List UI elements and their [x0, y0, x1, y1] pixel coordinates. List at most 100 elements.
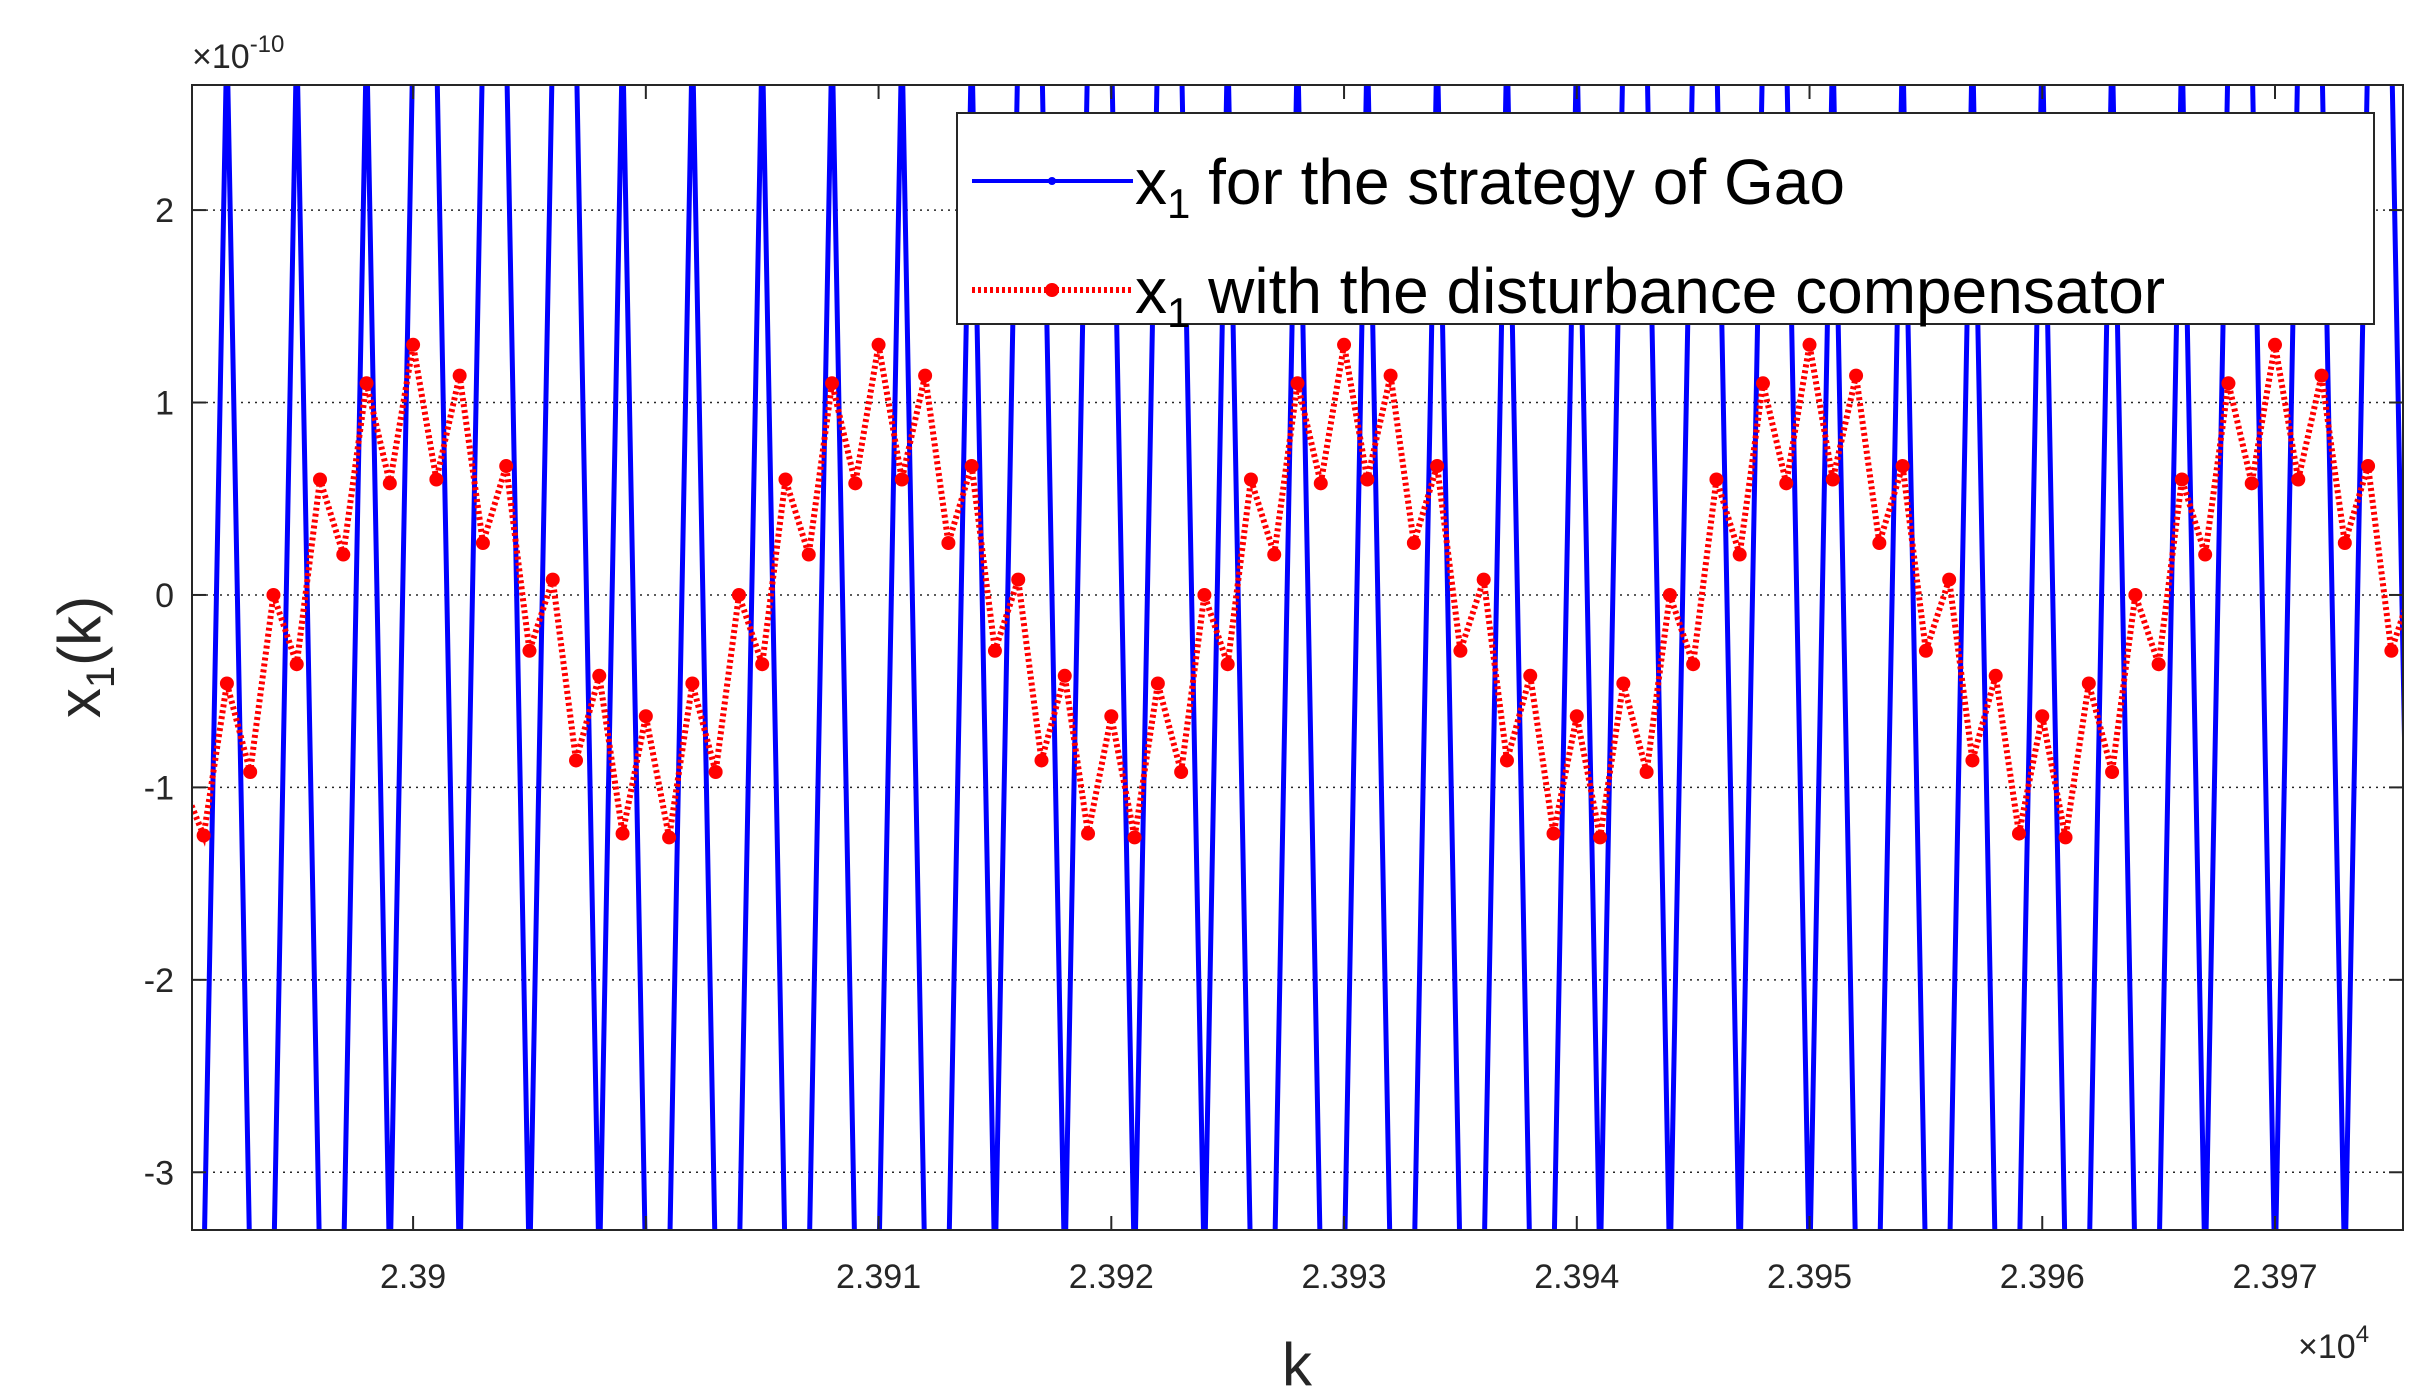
y-tick-label: 1: [155, 385, 174, 423]
x-tick-label: 2.39: [380, 1258, 446, 1296]
data-point: [1546, 826, 1561, 841]
data-point: [2058, 830, 2073, 845]
legend-label-compensator-main: x: [1135, 255, 1167, 327]
data-point: [1849, 368, 1864, 383]
legend-label-gao-main: x: [1135, 146, 1167, 218]
data-point: [313, 472, 328, 487]
data-point: [1034, 753, 1049, 768]
legend-box: [956, 112, 2375, 325]
data-point: [475, 536, 490, 550]
data-point: [1127, 830, 1142, 845]
data-point: [1965, 753, 1980, 768]
data-point: [1662, 587, 1677, 602]
data-point: [918, 368, 933, 383]
legend-marker-compensator: [1045, 283, 1059, 297]
data-point: [1290, 376, 1305, 391]
data-point: [243, 765, 258, 779]
data-point: [2081, 676, 2096, 691]
y-tick-label: -1: [144, 769, 174, 807]
data-point: [429, 472, 444, 487]
legend-label-compensator: x1 with the disturbance compensator: [1135, 255, 2165, 336]
data-point: [1499, 753, 1514, 768]
data-point: [219, 676, 234, 691]
data-point: [2198, 547, 2213, 562]
x-axis-label: k: [1282, 1331, 1313, 1393]
data-point: [964, 459, 979, 474]
data-point: [359, 376, 374, 391]
y-axis-label-suffix: (k): [46, 596, 113, 666]
data-point: [196, 828, 211, 843]
data-point: [1383, 368, 1398, 383]
legend-label-compensator-rest: with the disturbance compensator: [1190, 255, 2165, 327]
legend-label-gao: x1 for the strategy of Gao: [1135, 146, 1845, 227]
legend-label-gao-rest: for the strategy of Gao: [1190, 146, 1845, 218]
data-point: [1197, 587, 1212, 602]
axis-ticks: -3 -2 -1 0 1 2 2.39 2.391 2.392 2.393 2.394 2.395 2.…: [144, 85, 2403, 1296]
legend-label-gao-sub: 1: [1167, 180, 1190, 227]
data-point: [731, 587, 746, 602]
data-point: [1616, 676, 1631, 691]
data-point: [173, 771, 187, 785]
data-point: [825, 376, 840, 391]
data-point: [894, 472, 909, 487]
data-point: [2128, 587, 2143, 602]
legend-entry-compensator: x1 with the disturbance compensator: [972, 255, 2165, 336]
data-point: [801, 547, 816, 562]
data-point: [871, 337, 886, 352]
data-point: [1755, 376, 1770, 391]
data-point: [1081, 826, 1096, 841]
data-point: [522, 643, 537, 658]
series-layer: [173, 85, 2422, 1230]
data-point: [1243, 472, 1258, 487]
data-point: [1057, 668, 1072, 683]
data-point: [1267, 547, 1282, 562]
x-tick-label: 2.391: [836, 1258, 921, 1296]
data-point: [266, 587, 281, 602]
data-point: [1593, 830, 1608, 845]
legend-entry-gao: x1 for the strategy of Gao: [972, 146, 1845, 227]
data-point: [685, 676, 700, 691]
data-point: [592, 668, 607, 683]
data-point: [1988, 668, 2003, 683]
data-point: [662, 830, 677, 845]
x-exponent-base: ×10: [2298, 1328, 2356, 1366]
data-point: [1686, 657, 1701, 672]
x-tick-label: 2.397: [2232, 1258, 2317, 1296]
x-exponent-power: 4: [2356, 1321, 2369, 1348]
data-point: [1104, 709, 1119, 724]
data-point: [569, 753, 584, 768]
data-point: [778, 472, 793, 487]
data-point: [1453, 643, 1468, 658]
data-point: [2408, 573, 2422, 587]
data-point: [1709, 472, 1724, 487]
data-point: [1732, 547, 1747, 562]
data-point: [1802, 337, 1817, 352]
data-point: [2361, 459, 2376, 474]
x-tick-label: 2.393: [1302, 1258, 1387, 1296]
data-point: [1360, 472, 1375, 487]
y-tick-label: 0: [155, 577, 174, 615]
data-point: [2035, 709, 2050, 724]
plot-frame: [191, 84, 2404, 1231]
data-point: [1569, 709, 1584, 724]
data-point: [708, 765, 723, 779]
y-exponent-power: -10: [250, 31, 285, 58]
x-tick-label: 2.394: [1534, 1258, 1619, 1296]
data-point: [848, 476, 863, 491]
data-point: [289, 657, 304, 672]
data-point: [1918, 643, 1933, 658]
data-point: [1430, 459, 1445, 474]
y-tick-label: -2: [144, 962, 174, 1000]
data-point: [1825, 472, 1840, 487]
data-point: [1523, 668, 1538, 683]
data-point: [2267, 337, 2282, 352]
data-point: [2221, 376, 2236, 391]
data-point: [452, 368, 467, 383]
legend-marker-gao: [1048, 177, 1056, 185]
data-point: [615, 826, 630, 841]
data-point: [336, 547, 351, 562]
data-point: [1150, 676, 1165, 691]
legend-label-compensator-sub: 1: [1167, 289, 1190, 336]
y-tick-label: 2: [155, 192, 174, 230]
data-point: [2244, 476, 2259, 491]
